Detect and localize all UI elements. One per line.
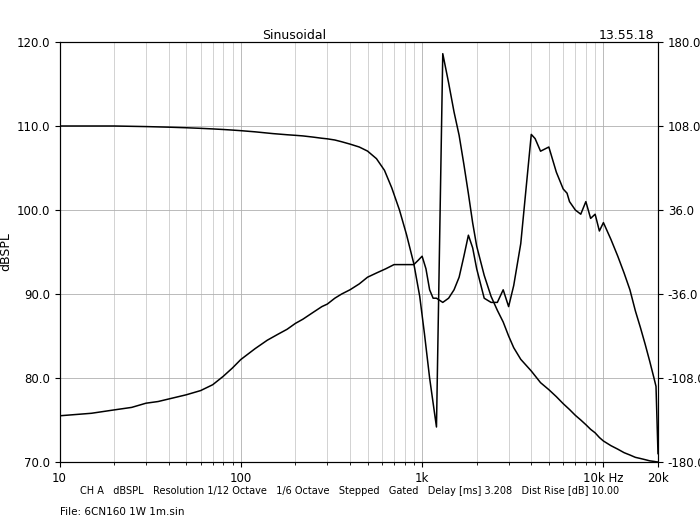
Text: 13.55.18: 13.55.18 xyxy=(599,29,654,42)
Y-axis label: dBSPL: dBSPL xyxy=(0,233,12,271)
Text: CH A   dBSPL   Resolution 1/12 Octave   1/6 Octave   Stepped   Gated   Delay [ms: CH A dBSPL Resolution 1/12 Octave 1/6 Oc… xyxy=(80,486,620,496)
Text: File: 6CN160 1W 1m.sin: File: 6CN160 1W 1m.sin xyxy=(60,507,184,517)
Text: Sinusoidal: Sinusoidal xyxy=(262,29,326,42)
